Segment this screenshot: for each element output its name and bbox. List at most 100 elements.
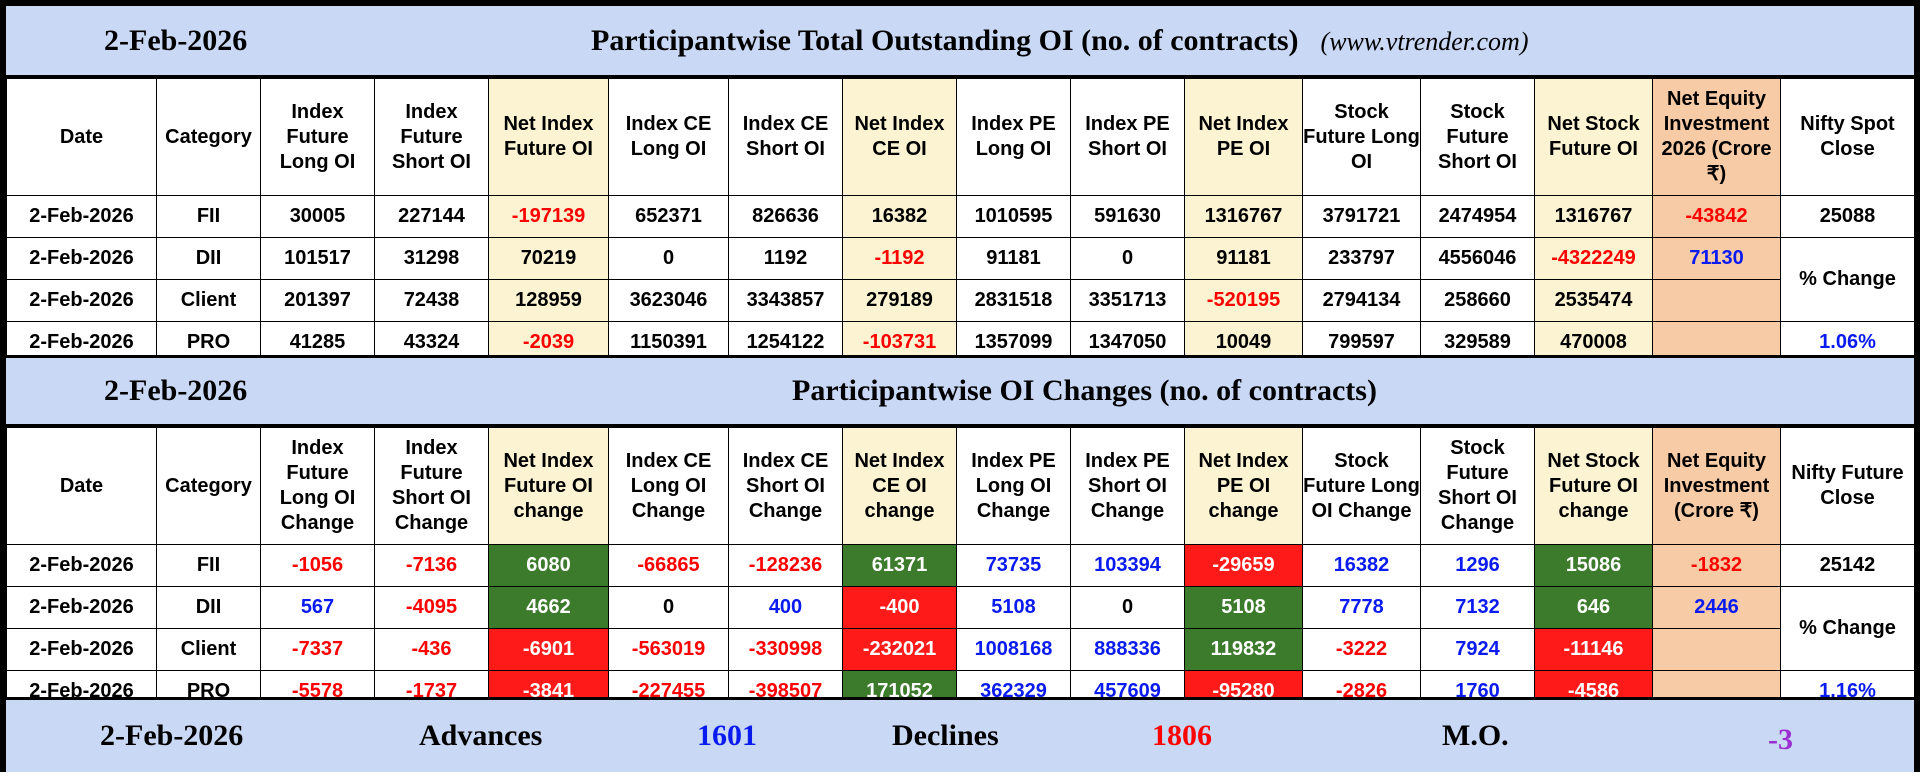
- column-header: Date: [6, 78, 157, 196]
- data-cell: 119832: [1184, 628, 1303, 671]
- table-row: 2-Feb-2026 DII 101517 31298 70219 0 1192 -1192 9…: [6, 237, 1915, 322]
- data-cell: 1010595: [956, 195, 1071, 238]
- oi-changes-table: Date Category Index Future Long OI Change I…: [6, 427, 1915, 713]
- data-cell: 5108: [956, 586, 1071, 629]
- row-category: Client: [156, 628, 261, 671]
- data-cell: 279189: [842, 279, 957, 322]
- equity-investment-cell: 2446: [1652, 586, 1781, 629]
- column-header: Net Index Future OI change: [488, 427, 609, 545]
- data-cell: 73735: [956, 544, 1071, 587]
- table-row: 2-Feb-2026 FII 30005 227144 -197139 652371 826…: [6, 195, 1915, 238]
- data-cell: 227144: [374, 195, 489, 238]
- data-cell: -66865: [608, 544, 729, 587]
- data-cell: 4556046: [1420, 237, 1535, 280]
- data-cell: -4095: [374, 586, 489, 629]
- nifty-close-value: 25088: [1780, 195, 1915, 238]
- data-cell: 888336: [1070, 628, 1185, 671]
- data-cell: -3222: [1302, 628, 1421, 671]
- data-cell: 826636: [728, 195, 843, 238]
- row-category: DII: [156, 586, 261, 629]
- declines-value: 1806: [1152, 719, 1212, 752]
- data-cell: 3343857: [728, 279, 843, 322]
- column-header: Index CE Long OI: [608, 78, 729, 196]
- oi-changes-title: Participantwise OI Changes (no. of contr…: [792, 374, 1377, 407]
- row-date: 2-Feb-2026: [6, 279, 157, 322]
- column-header: Net Index CE OI: [842, 78, 957, 196]
- data-cell: 70219: [488, 237, 609, 280]
- data-cell: 1316767: [1534, 195, 1653, 238]
- column-header: Index PE Long OI: [956, 78, 1071, 196]
- data-cell: 128959: [488, 279, 609, 322]
- outstanding-oi-table: Date Category Index Future Long OI Index Fu…: [6, 78, 1915, 364]
- data-cell: 646: [1534, 586, 1653, 629]
- column-header: Net Equity Investment 2026 (Crore ₹): [1652, 78, 1781, 196]
- column-header: Net Equity Investment (Crore ₹): [1652, 427, 1781, 545]
- data-cell: 2535474: [1534, 279, 1653, 322]
- data-cell: -7136: [374, 544, 489, 587]
- data-cell: 61371: [842, 544, 957, 587]
- data-cell: 72438: [374, 279, 489, 322]
- column-header: Stock Future Long OI: [1302, 78, 1421, 196]
- column-header: Index CE Long OI Change: [608, 427, 729, 545]
- data-cell: -400: [842, 586, 957, 629]
- data-cell: 400: [728, 586, 843, 629]
- equity-investment-cell: [1652, 279, 1781, 322]
- data-cell: 7924: [1420, 628, 1535, 671]
- row-category: Client: [156, 279, 261, 322]
- outstanding-oi-date: 2-Feb-2026: [104, 24, 248, 57]
- data-cell: 567: [260, 586, 375, 629]
- column-header: Nifty Spot Close: [1780, 78, 1915, 196]
- data-cell: 91181: [1184, 237, 1303, 280]
- table-row: 2-Feb-2026 DII 567 -4095 4662 0 400 -400 5108 0 51…: [6, 586, 1915, 671]
- data-cell: 91181: [956, 237, 1071, 280]
- row-date: 2-Feb-2026: [6, 195, 157, 238]
- data-cell: -1192: [842, 237, 957, 280]
- column-header: Stock Future Short OI Change: [1420, 427, 1535, 545]
- column-header: Net Stock Future OI change: [1534, 427, 1653, 545]
- data-cell: -520195: [1184, 279, 1303, 322]
- table-row: 2-Feb-2026 Client 201397 72438 128959 3623046…: [6, 279, 1915, 322]
- data-cell: 1008168: [956, 628, 1071, 671]
- nifty-close-value: 25142: [1780, 544, 1915, 587]
- data-cell: 7778: [1302, 586, 1421, 629]
- data-cell: 4662: [488, 586, 609, 629]
- data-cell: 1296: [1420, 544, 1535, 587]
- column-header: Index Future Short OI: [374, 78, 489, 196]
- percent-change-label: % Change: [1780, 237, 1915, 322]
- data-cell: -6901: [488, 628, 609, 671]
- data-cell: 6080: [488, 544, 609, 587]
- column-header: Stock Future Short OI: [1420, 78, 1535, 196]
- data-cell: 16382: [842, 195, 957, 238]
- data-cell: 0: [608, 586, 729, 629]
- data-cell: 101517: [260, 237, 375, 280]
- declines-label: Declines: [892, 719, 999, 752]
- table-row: 2-Feb-2026 FII -1056 -7136 6080 -66865 -128236…: [6, 544, 1915, 587]
- data-cell: 2474954: [1420, 195, 1535, 238]
- column-header: Net Index CE OI change: [842, 427, 957, 545]
- mo-value: -3: [1768, 723, 1793, 756]
- data-cell: 16382: [1302, 544, 1421, 587]
- mo-label: M.O.: [1442, 719, 1509, 752]
- data-cell: 201397: [260, 279, 375, 322]
- data-cell: -4322249: [1534, 237, 1653, 280]
- column-header: Index Future Long OI Change: [260, 427, 375, 545]
- column-header: Index Future Short OI Change: [374, 427, 489, 545]
- row-date: 2-Feb-2026: [6, 237, 157, 280]
- data-cell: -128236: [728, 544, 843, 587]
- data-cell: -197139: [488, 195, 609, 238]
- data-cell: 5108: [1184, 586, 1303, 629]
- equity-investment-cell: -43842: [1652, 195, 1781, 238]
- column-header: Nifty Future Close: [1780, 427, 1915, 545]
- row-date: 2-Feb-2026: [6, 628, 157, 671]
- advances-label: Advances: [419, 719, 543, 752]
- equity-investment-cell: 71130: [1652, 237, 1781, 280]
- table-row: 2-Feb-2026 Client -7337 -436 -6901 -563019 -33…: [6, 628, 1915, 671]
- data-cell: -330998: [728, 628, 843, 671]
- column-header: Index PE Long OI Change: [956, 427, 1071, 545]
- column-header: Index PE Short OI: [1070, 78, 1185, 196]
- data-cell: 7132: [1420, 586, 1535, 629]
- data-cell: -232021: [842, 628, 957, 671]
- data-cell: 1316767: [1184, 195, 1303, 238]
- data-cell: 30005: [260, 195, 375, 238]
